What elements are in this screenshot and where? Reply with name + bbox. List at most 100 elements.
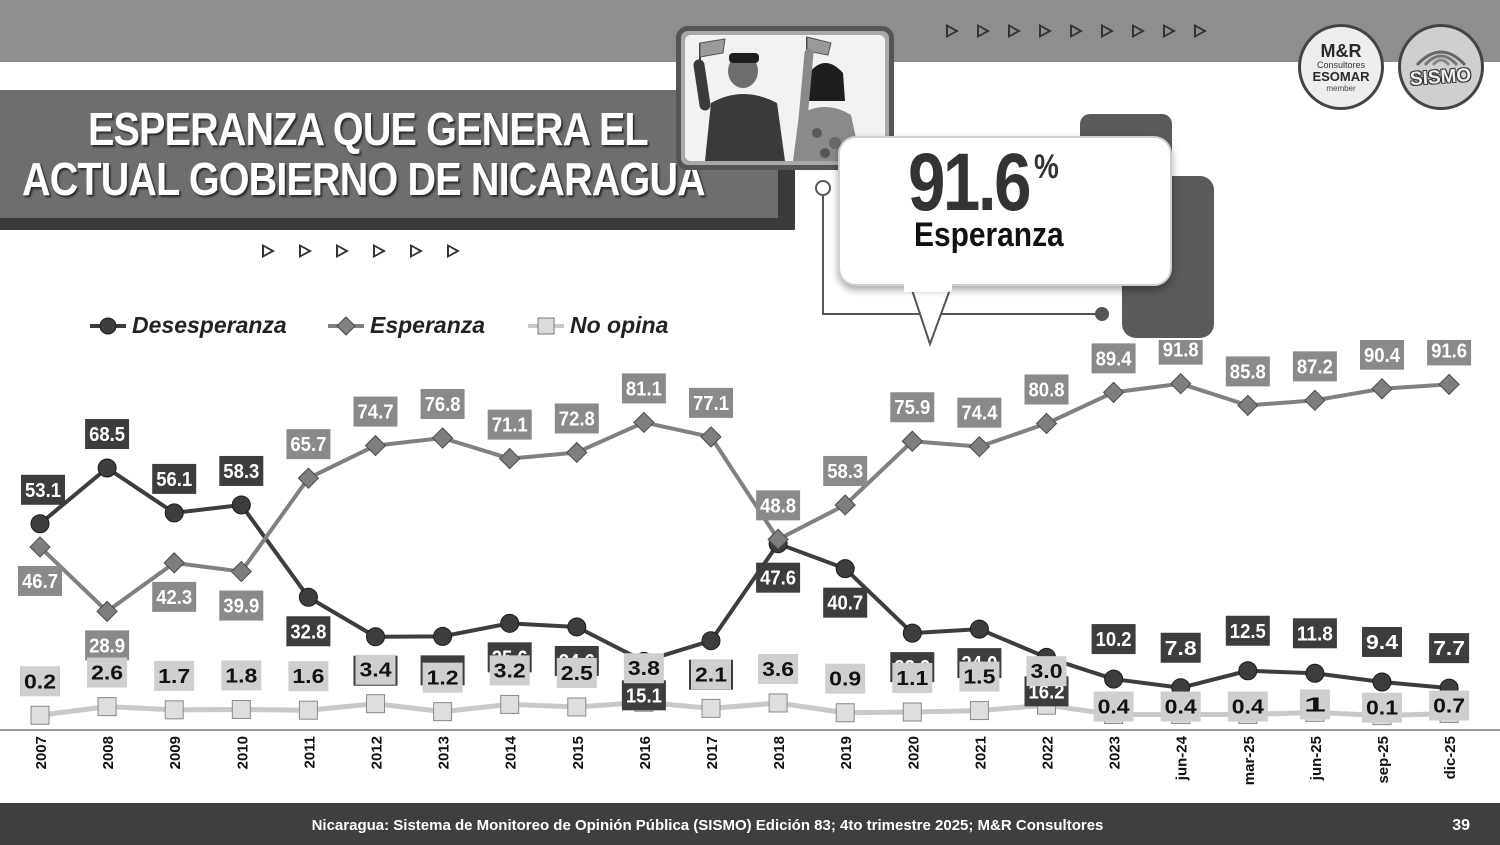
data-point-square	[768, 693, 788, 713]
data-label-desesperanza: 68.5	[85, 419, 130, 450]
data-label-desesperanza: 15.1	[621, 680, 666, 711]
data-point-circle	[1305, 663, 1325, 683]
data-label-box	[286, 429, 331, 460]
data-label-esperanza: 39.9	[219, 590, 264, 621]
data-label-box	[621, 373, 666, 404]
data-point-square	[298, 700, 318, 720]
arrow-icon	[447, 244, 460, 258]
data-label-box	[556, 657, 597, 688]
data-label-box	[1299, 689, 1330, 720]
data-label-text: 0.4	[1098, 697, 1131, 719]
data-label-text: 58.3	[223, 461, 259, 483]
data-label-box	[1227, 691, 1268, 722]
data-label-desesperanza: 9.4	[1362, 626, 1402, 657]
data-label-text: 1.5	[963, 667, 995, 689]
data-label-desesperanza: 32.8	[286, 616, 331, 647]
data-label-text: 1	[1304, 694, 1326, 716]
legend-item-esperanza: Esperanza	[328, 312, 485, 339]
data-label-box	[623, 653, 664, 684]
data-label-no-opina: 3.8	[623, 653, 664, 684]
data-label-box	[85, 630, 130, 661]
data-point-diamond	[901, 430, 924, 452]
data-label-box	[1429, 690, 1470, 721]
data-point-diamond	[1237, 394, 1259, 417]
data-label-box	[1026, 656, 1067, 687]
line-chart: 53.168.556.158.332.821.922.025.624.615.1…	[0, 340, 1500, 785]
data-label-box	[85, 419, 130, 450]
data-point-diamond	[767, 528, 789, 551]
x-tick-label: 2019	[838, 736, 855, 769]
data-point-circle	[97, 458, 117, 478]
data-label-desesperanza: 56.1	[152, 463, 197, 494]
mid-arrow-row	[262, 244, 460, 258]
arrow-icon	[336, 244, 349, 258]
data-point-circle	[231, 495, 251, 515]
x-tick-label: 2012	[369, 736, 386, 769]
data-label-no-opina: 1.1	[892, 663, 933, 694]
data-label-esperanza: 71.1	[487, 409, 532, 440]
data-point-square	[835, 703, 855, 723]
legend-label: No opina	[570, 312, 669, 338]
percent-sign: %	[1033, 148, 1059, 186]
data-label-text: 28.9	[89, 635, 125, 657]
arrow-icon	[1194, 24, 1207, 38]
data-label-text: 68.5	[89, 424, 125, 446]
data-label-text: 1.8	[225, 665, 257, 687]
x-tick-label: 2015	[570, 736, 587, 769]
data-label-text: 0.9	[829, 669, 861, 691]
data-label-box	[823, 587, 868, 618]
data-label-box	[1093, 691, 1134, 722]
series-line-desesperanza	[38, 466, 1450, 691]
x-tick-label: jun-24	[1174, 735, 1191, 781]
data-label-box	[756, 490, 801, 521]
data-label-box	[288, 661, 329, 692]
data-label-box	[422, 662, 463, 693]
data-label-esperanza: 90.4	[1360, 340, 1404, 370]
top-arrow-row	[946, 24, 1207, 38]
legend-square-marker-icon	[528, 317, 564, 334]
data-label-esperanza: 46.7	[18, 565, 62, 596]
data-point-diamond	[1035, 412, 1058, 435]
data-label-box	[152, 463, 197, 494]
source-note: Nicaragua: Sistema de Monitoreo de Opini…	[311, 817, 1104, 834]
data-label-esperanza: 74.7	[353, 396, 398, 427]
x-tick-label: 2009	[167, 736, 184, 769]
data-label-box	[756, 562, 801, 593]
data-point-circle	[567, 617, 587, 637]
arrow-icon	[410, 244, 423, 258]
data-point-square	[701, 698, 721, 718]
data-label-esperanza: 89.4	[1091, 343, 1136, 374]
arrow-icon	[1163, 24, 1176, 38]
data-label-desesperanza: 11.8	[1292, 618, 1337, 649]
data-point-diamond	[1304, 389, 1326, 412]
data-label-text: 91.6	[1431, 340, 1467, 362]
legend-item-no-opina: No opina	[528, 312, 668, 339]
data-label-text: 71.1	[492, 415, 528, 437]
data-label-esperanza: 72.8	[554, 403, 599, 434]
data-label-no-opina: 2.5	[556, 657, 597, 688]
data-label-esperanza: 48.8	[756, 490, 801, 521]
data-point-diamond	[1438, 373, 1460, 396]
data-point-square	[433, 702, 453, 722]
data-label-box	[1024, 374, 1069, 405]
signal-icon	[1415, 50, 1467, 67]
data-label-no-opina: 1.6	[288, 661, 329, 692]
data-point-diamond	[1169, 372, 1192, 395]
page-number: 39	[1452, 817, 1470, 834]
data-label-text: 0.1	[1366, 698, 1398, 720]
data-label-text: 3.2	[494, 660, 526, 682]
data-label-box	[487, 409, 532, 440]
data-label-text: 65.7	[290, 434, 326, 456]
data-point-circle	[500, 613, 520, 633]
data-label-esperanza: 85.8	[1225, 356, 1270, 387]
sismo-logo: SISMO	[1398, 24, 1484, 110]
data-label-text: 2.1	[695, 664, 727, 686]
arrow-icon	[1008, 24, 1021, 38]
data-label-text: 40.7	[827, 593, 863, 615]
x-tick-label: 2020	[905, 736, 922, 769]
mr-consultores-logo: M&R Consultores ESOMAR member	[1298, 24, 1384, 110]
data-label-box	[825, 663, 866, 694]
x-tick-label: 2021	[972, 736, 989, 769]
data-label-box	[1158, 340, 1203, 365]
x-tick-label: mar-25	[1241, 736, 1258, 785]
